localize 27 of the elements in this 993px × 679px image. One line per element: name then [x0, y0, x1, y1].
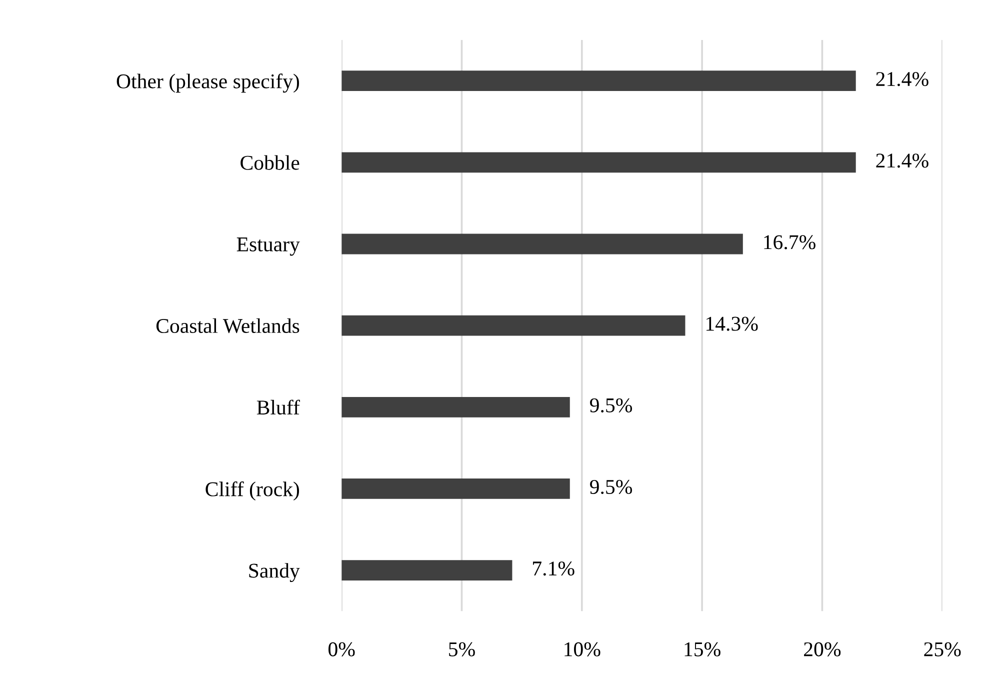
y-tick-label: Cobble	[240, 155, 300, 170]
data-label: 7.1%	[533, 561, 574, 576]
bar	[342, 396, 570, 418]
bar	[342, 70, 856, 92]
x-tick-label: 10%	[564, 642, 600, 656]
y-tick-label: Bluff	[256, 400, 300, 415]
bar	[342, 152, 856, 173]
bar	[342, 560, 512, 581]
y-tick-label: Cliff (rock)	[206, 481, 300, 501]
x-tick-label: 15%	[684, 642, 720, 656]
y-tick-label: Other (please specify)	[116, 74, 300, 93]
data-label: 9.5%	[590, 398, 632, 412]
bar	[342, 315, 686, 336]
data-label: 14.3%	[706, 316, 758, 331]
bar	[342, 478, 570, 499]
x-tick-label: 0%	[328, 642, 355, 656]
y-tick-label: Sandy	[249, 563, 300, 582]
data-label: 21.4%	[876, 72, 928, 86]
x-tick-label: 25%	[924, 642, 961, 656]
bar	[342, 234, 743, 254]
x-tick-label: 20%	[804, 642, 841, 656]
data-label: 21.4%	[876, 154, 928, 168]
x-tick-label: 5%	[449, 642, 475, 656]
y-tick-label: Coastal Wetlands	[156, 318, 300, 334]
data-label: 16.7%	[764, 235, 816, 250]
y-tick-label: Estuary	[236, 238, 300, 256]
data-label: 9.5%	[590, 480, 632, 494]
